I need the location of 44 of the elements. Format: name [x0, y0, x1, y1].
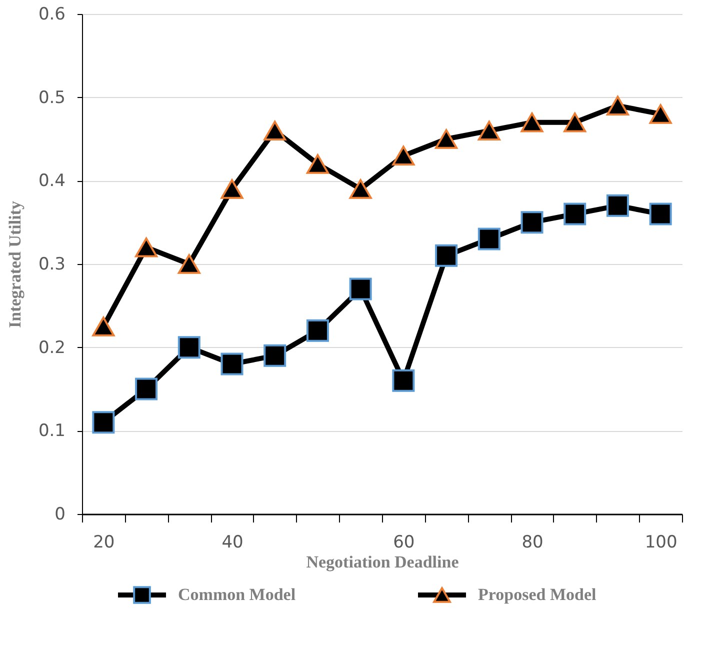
point — [606, 194, 629, 217]
point — [392, 146, 415, 166]
legend-label: Common Model — [178, 585, 296, 604]
x-tick-label: 20 — [93, 532, 115, 552]
point — [392, 369, 415, 392]
y-tick-label: 0.1 — [38, 421, 66, 442]
point — [264, 344, 286, 367]
x-axis-title: Negotiation Deadline — [306, 552, 460, 572]
y-tick-label: 0.6 — [38, 4, 66, 24]
point — [606, 96, 629, 116]
point — [306, 154, 329, 174]
y-tick-label: 0 — [54, 504, 66, 524]
point — [520, 112, 544, 132]
point — [264, 120, 286, 141]
y-axis-title: Integrated Utility — [5, 200, 24, 328]
y-tick-label: 0.5 — [38, 88, 66, 108]
point — [649, 104, 672, 124]
point — [92, 316, 115, 336]
x-tick-label: 60 — [393, 532, 415, 552]
point — [349, 278, 372, 300]
point — [478, 228, 500, 250]
point — [92, 411, 115, 434]
point — [435, 129, 458, 149]
point — [520, 211, 544, 234]
x-tick-label: 80 — [522, 532, 544, 552]
y-tick-label: 0.3 — [38, 254, 66, 274]
point — [220, 179, 244, 199]
x-tick-label: 40 — [222, 532, 244, 552]
point — [564, 202, 586, 226]
legend-label: Proposed Model — [478, 585, 596, 604]
point — [564, 112, 586, 132]
point — [306, 319, 329, 342]
x-tick-label: 100 — [644, 532, 678, 552]
y-tick-label: 0.4 — [38, 171, 66, 192]
point — [478, 120, 500, 141]
point — [435, 244, 458, 267]
point — [349, 179, 372, 199]
point — [135, 378, 158, 400]
point — [220, 352, 244, 376]
y-tick-label: 0.2 — [38, 338, 66, 358]
point — [649, 202, 672, 226]
point — [178, 336, 200, 359]
point — [178, 254, 200, 274]
point — [135, 237, 158, 258]
